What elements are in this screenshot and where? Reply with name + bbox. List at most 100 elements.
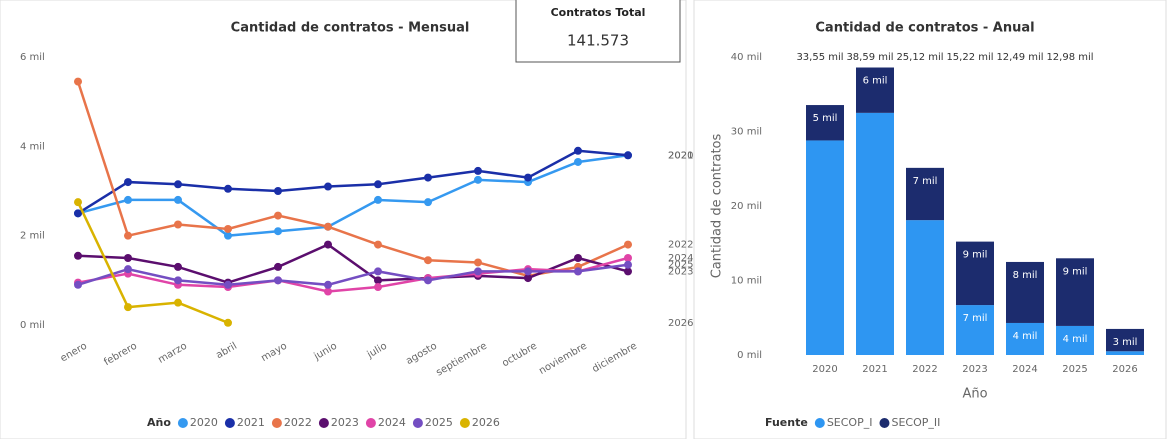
y-axis-label: Cantidad de contratos — [710, 134, 725, 279]
point — [374, 276, 382, 285]
point — [224, 184, 232, 193]
point — [174, 220, 182, 229]
line — [77, 263, 629, 287]
point — [174, 180, 182, 189]
point — [624, 240, 632, 249]
point — [624, 267, 632, 276]
x-axis-label: Año — [962, 387, 987, 402]
point — [74, 77, 82, 86]
card-title: Contratos Total — [551, 6, 646, 19]
legend-label: 2020 — [190, 416, 218, 429]
point — [274, 262, 282, 271]
point — [274, 276, 282, 285]
line — [77, 154, 629, 237]
point — [174, 195, 182, 204]
point — [74, 209, 82, 218]
point — [474, 166, 482, 175]
data-label: 4 mil — [1013, 331, 1038, 342]
legend-label: 2021 — [237, 416, 265, 429]
point — [224, 231, 232, 240]
point — [124, 231, 132, 240]
chart-title: Cantidad de contratos - Mensual — [231, 21, 470, 36]
data-label: 6 mil — [863, 76, 888, 87]
data-label: 9 mil — [963, 250, 988, 261]
bar-segment — [906, 167, 944, 221]
legend-label: SECOP_I — [827, 416, 873, 429]
series-end-label: 2022 — [668, 240, 693, 251]
y-tick-label: 2 mil — [20, 231, 45, 242]
point — [74, 251, 82, 260]
x-tick-label: 2022 — [912, 364, 937, 375]
x-tick-label: 2026 — [1112, 364, 1137, 375]
point — [624, 260, 632, 269]
point — [424, 276, 432, 285]
legend-marker — [271, 418, 282, 428]
y-tick-label: 0 mil — [20, 320, 45, 331]
point — [624, 254, 632, 262]
total-label: 12,49 mil — [996, 52, 1043, 63]
x-tick-label: 2025 — [1062, 364, 1087, 375]
point — [424, 256, 432, 265]
point — [624, 151, 632, 160]
bar-segment — [1106, 351, 1144, 355]
bar-segment — [1056, 325, 1094, 355]
data-label: 5 mil — [813, 113, 838, 124]
legend-marker — [365, 418, 376, 428]
point — [224, 224, 232, 233]
y-tick-label: 0 mil — [737, 350, 762, 361]
point — [474, 267, 482, 276]
bar-segment — [806, 140, 844, 355]
legend-marker — [459, 418, 470, 428]
bar-segment — [956, 241, 994, 306]
total-label: 25,12 mil — [896, 52, 943, 63]
point — [474, 175, 482, 184]
point — [174, 262, 182, 271]
bar-segment — [1056, 258, 1094, 326]
y-tick-label: 6 mil — [20, 52, 45, 63]
bar-segment — [906, 220, 944, 355]
point — [324, 182, 332, 191]
data-label: 9 mil — [1063, 266, 1088, 277]
point — [74, 280, 82, 289]
bar-segment — [856, 112, 894, 355]
x-tick-label: 2023 — [962, 364, 987, 375]
bar-segment — [806, 105, 844, 141]
point — [324, 280, 332, 289]
total-label: 15,22 mil — [946, 52, 993, 63]
series-end-label: 2025 — [668, 260, 693, 271]
data-label: 4 mil — [1063, 334, 1088, 345]
data-label: 7 mil — [963, 313, 988, 324]
bar-segment — [1006, 261, 1044, 323]
total-label: 33,55 mil — [796, 52, 843, 63]
point — [374, 267, 382, 276]
legend-label: SECOP_II — [891, 416, 940, 429]
legend-marker — [814, 418, 825, 428]
legend-title: Fuente — [765, 416, 808, 429]
line — [76, 201, 229, 324]
data-label: 8 mil — [1013, 270, 1038, 281]
point — [524, 274, 532, 283]
x-tick-label: 2021 — [862, 364, 887, 375]
point — [524, 267, 532, 276]
legend-title: Año — [147, 416, 171, 429]
point — [174, 276, 182, 285]
point — [224, 318, 232, 327]
point — [474, 258, 482, 267]
y-tick-label: 30 mil — [731, 127, 762, 138]
total-label: 38,59 mil — [846, 52, 893, 63]
y-tick-label: 4 mil — [20, 141, 45, 152]
bar-segment — [1106, 328, 1144, 352]
series-end-label: 2024 — [668, 253, 693, 264]
y-tick-label: 40 mil — [731, 52, 762, 63]
point — [324, 240, 332, 249]
legend-label: 2024 — [378, 416, 406, 429]
point — [324, 222, 332, 231]
y-tick-label: 10 mil — [731, 276, 762, 287]
point — [124, 254, 132, 262]
point — [274, 211, 282, 220]
legend-marker — [224, 418, 235, 428]
x-tick-label: 2020 — [812, 364, 837, 375]
point — [224, 280, 232, 289]
total-label: 12,98 mil — [1046, 52, 1093, 63]
